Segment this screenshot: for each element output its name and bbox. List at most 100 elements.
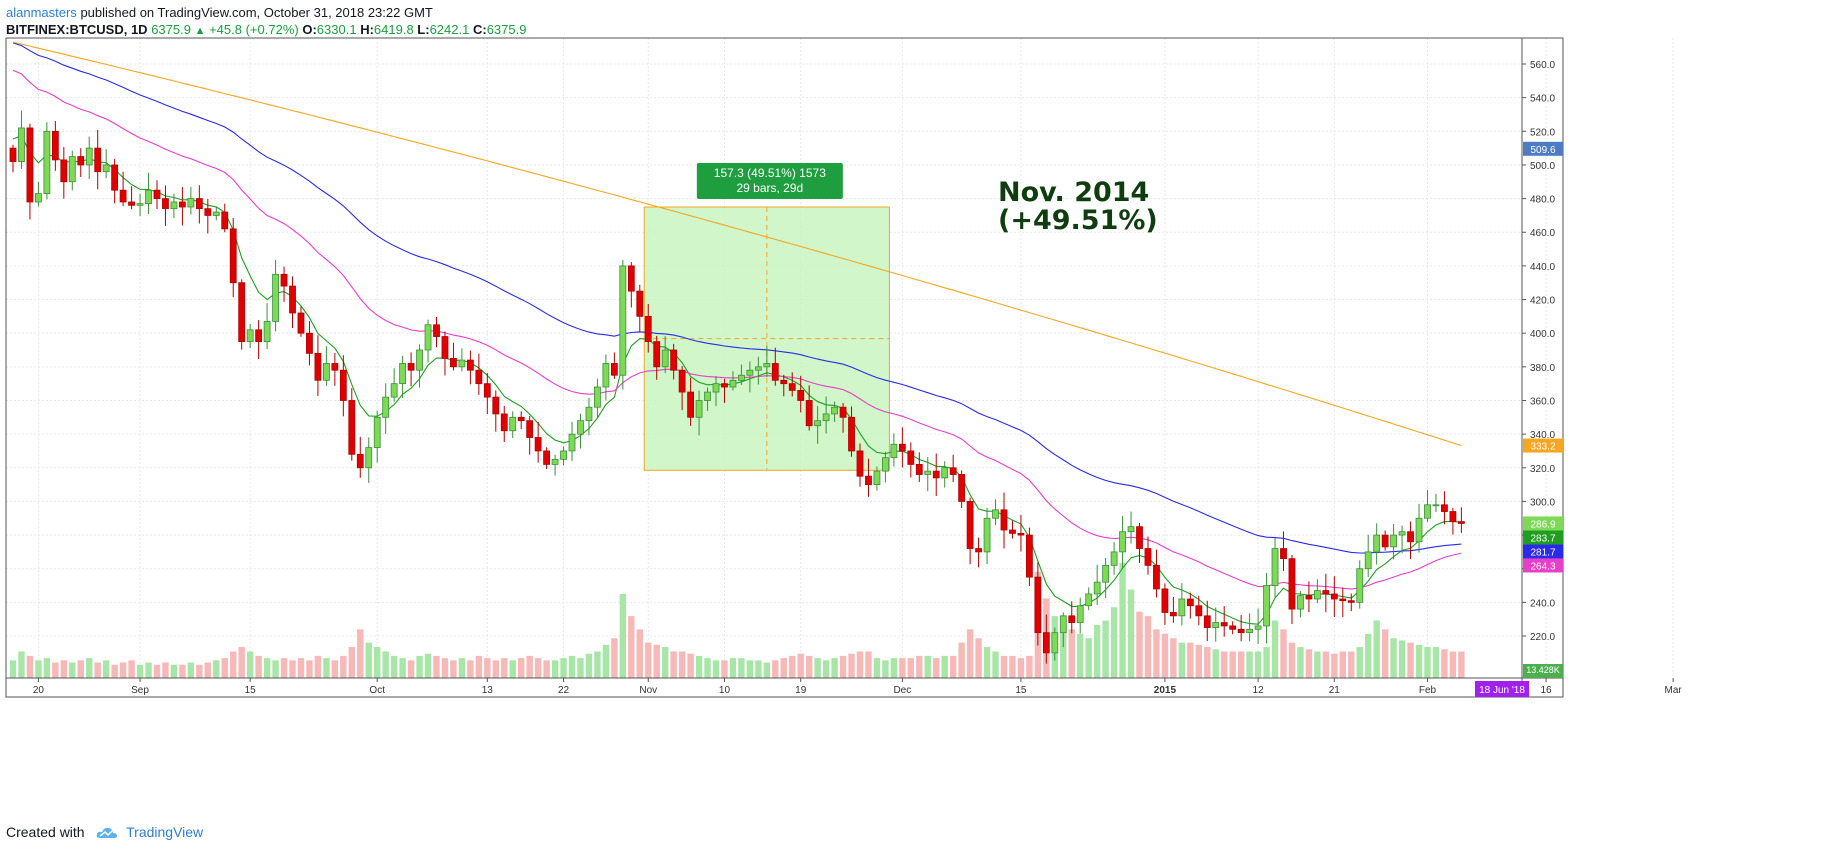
volume-bar	[518, 658, 525, 678]
price-chart[interactable]: 220.0240.0260.0280.0300.0320.0340.0360.0…	[0, 0, 1828, 820]
volume-bar	[1263, 647, 1270, 678]
volume-bar	[933, 658, 940, 678]
candle-body	[1407, 531, 1414, 543]
candle-body	[348, 400, 356, 455]
candle-body	[763, 363, 771, 368]
volume-bar	[882, 660, 889, 678]
candle-body	[306, 332, 313, 354]
volume-bars	[9, 563, 1465, 678]
volume-bar	[1407, 642, 1414, 678]
volume-bar	[1093, 624, 1101, 678]
candle-body	[68, 156, 76, 183]
candle-body	[1347, 600, 1355, 603]
price-tick-label: 520.0	[1530, 127, 1555, 138]
price-tick-label: 300.0	[1530, 497, 1555, 508]
volume-bar	[890, 658, 898, 678]
price-badge-text: 283.7	[1530, 533, 1555, 544]
volume-bar	[611, 638, 618, 678]
volume-bar	[1060, 620, 1067, 678]
volume-bar	[1127, 589, 1135, 678]
volume-bar	[1237, 651, 1245, 678]
volume-bar	[1144, 616, 1152, 678]
price-badge-text: 509.6	[1530, 145, 1555, 156]
candle-body	[1457, 521, 1465, 524]
candle-body	[949, 467, 957, 475]
volume-bar	[501, 658, 508, 678]
volume-bar	[1110, 607, 1118, 678]
volume-bar	[729, 658, 737, 678]
publisher-link[interactable]: alanmasters	[6, 5, 77, 20]
measure-label-line-1: 157.3 (49.51%) 1573	[714, 166, 826, 180]
volume-bar	[1365, 633, 1372, 678]
close-label: C:	[472, 22, 487, 37]
volume-bar	[949, 655, 957, 678]
volume-bar	[856, 651, 864, 678]
volume-bar	[1381, 629, 1389, 678]
candle-body	[1000, 509, 1008, 531]
open-label: O:	[302, 22, 317, 37]
time-tick-label: 15	[1015, 685, 1027, 696]
candle-body	[882, 457, 889, 472]
candle-body	[534, 437, 542, 452]
tradingview-link[interactable]: TradingView	[126, 824, 204, 840]
candle-body	[983, 517, 991, 553]
volume-bar	[297, 658, 305, 678]
volume-bar	[69, 662, 76, 678]
candle-body	[407, 363, 415, 371]
price-badge	[1523, 438, 1563, 453]
candle-body	[500, 413, 508, 432]
symbol-label: BITFINEX:BTCUSD, 1D	[6, 22, 148, 37]
volume-bar	[966, 629, 974, 678]
volume-bar	[390, 655, 398, 678]
candle-body	[1263, 585, 1270, 627]
candle-body	[890, 443, 898, 459]
candle-body	[797, 389, 805, 401]
volume-bar	[1339, 651, 1346, 678]
ema-fast-line	[12, 135, 1462, 625]
candle-body	[1339, 598, 1347, 602]
volume-bar	[119, 662, 127, 678]
volume-bar	[450, 660, 457, 678]
published-text: published on TradingView.com, October 31…	[80, 5, 433, 20]
candle-body	[263, 321, 271, 342]
volume-bar	[424, 653, 432, 678]
candle-body	[77, 156, 85, 166]
candle-body	[1271, 548, 1279, 586]
volume-bar	[187, 662, 195, 678]
volume-bar	[1398, 640, 1406, 678]
volume-bar	[280, 658, 288, 678]
candle-body	[839, 406, 847, 418]
price-tick-label: 440.0	[1530, 262, 1555, 273]
volume-bar	[721, 660, 728, 678]
candle-body	[1297, 595, 1304, 610]
volume-bar	[1153, 629, 1160, 678]
volume-bar	[772, 660, 779, 678]
candle-body	[1127, 526, 1135, 533]
candle-body	[1085, 593, 1093, 607]
candle-body	[958, 474, 966, 502]
candle-body	[1093, 581, 1101, 595]
volume-bar	[111, 664, 118, 678]
volume-bar	[1204, 647, 1211, 678]
candle-body	[1280, 548, 1287, 560]
candle-body	[204, 208, 212, 216]
volume-bar	[374, 647, 381, 678]
candle-body	[1246, 628, 1254, 634]
candle-body	[1381, 534, 1389, 548]
volume-bar	[433, 655, 440, 678]
volume-bar	[1187, 642, 1194, 678]
candle-body	[289, 285, 296, 314]
candle-body	[9, 147, 17, 162]
volume-bar	[1288, 642, 1296, 678]
candle-body	[424, 324, 432, 351]
volume-bar	[306, 660, 313, 678]
candle-body	[1220, 622, 1228, 627]
volume-bar	[213, 660, 220, 678]
volume-bar	[43, 658, 51, 678]
price-tick-label: 400.0	[1530, 329, 1555, 340]
candle-body	[1026, 534, 1033, 578]
candle-body	[102, 164, 110, 173]
volume-bar	[594, 651, 601, 678]
volume-bar	[805, 655, 813, 678]
candle-body	[780, 379, 788, 385]
